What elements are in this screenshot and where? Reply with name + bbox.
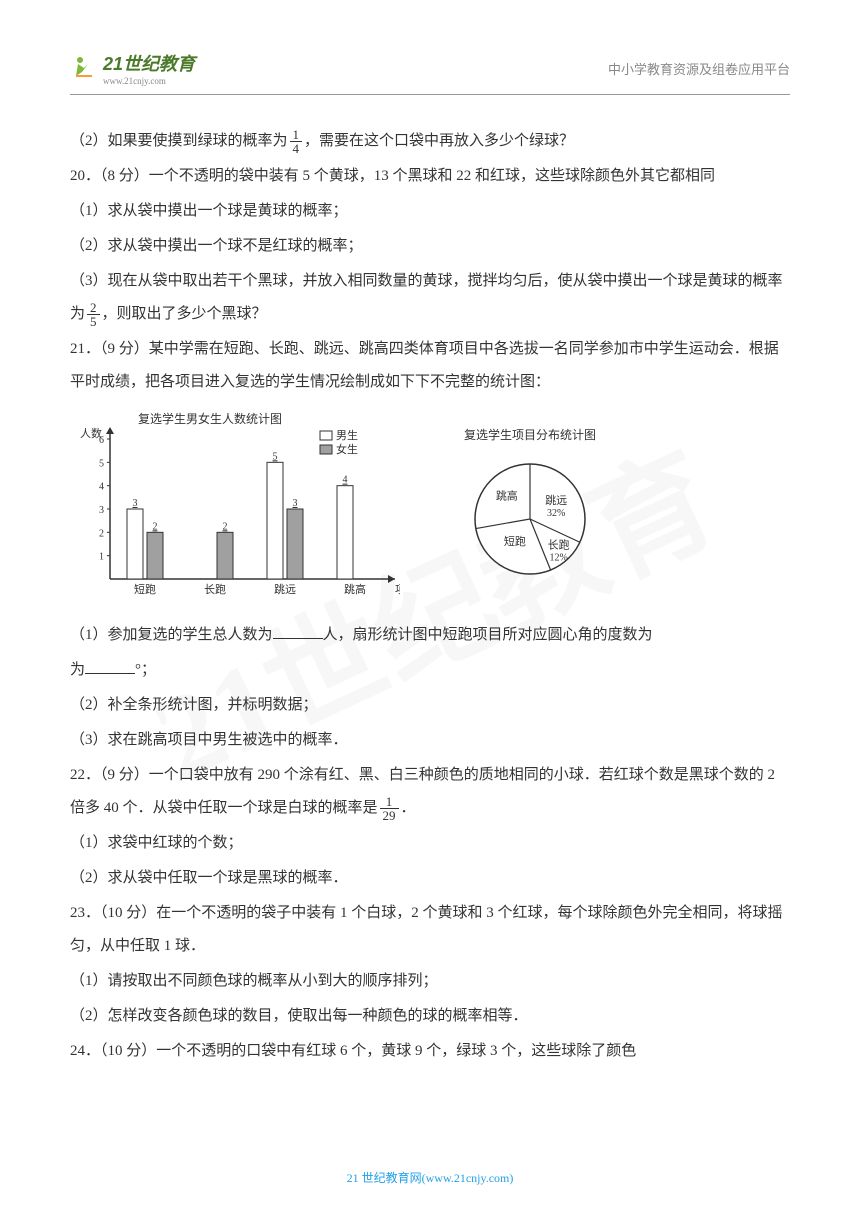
logo-url: www.21cnjy.com [103,76,195,86]
denominator: 4 [290,142,303,155]
svg-text:32%: 32% [547,508,565,519]
svg-text:6: 6 [99,435,104,446]
svg-text:3: 3 [133,498,138,509]
text: 人，扇形统计图中短跑项目所对应圆心角的度数为 [323,627,653,643]
svg-text:4: 4 [99,482,104,493]
logo-icon [70,54,98,82]
svg-text:复选学生项目分布统计图: 复选学生项目分布统计图 [464,427,596,442]
q21-1: （1）参加复选的学生总人数为 人，扇形统计图中短跑项目所对应圆心角的度数为 [70,619,790,652]
svg-text:5: 5 [273,451,278,462]
svg-text:3: 3 [293,498,298,509]
text: ，则取出了多少个黑球？ [102,306,267,322]
page-header: 21世纪教育 www.21cnjy.com 中小学教育资源及组卷应用平台 [70,50,790,95]
q21-3: （3）求在跳高项目中男生被选中的概率． [70,724,790,757]
svg-text:短跑: 短跑 [134,582,156,596]
blank-input[interactable] [273,621,323,639]
bar-chart: 复选学生男女生人数统计图人数项目12345632短跑2长跑53跳远4跳高男生女生 [70,409,400,609]
logo: 21世纪教育 www.21cnjy.com [70,50,195,86]
svg-text:跳高: 跳高 [496,489,518,503]
svg-text:2: 2 [99,528,104,539]
text: 为 [70,662,85,678]
q21-2: （2）补全条形统计图，并标明数据； [70,689,790,722]
text: ，需要在这个口袋中再放入多少个绿球？ [304,133,574,149]
denominator: 29 [380,809,399,822]
svg-text:1: 1 [99,552,104,563]
numerator: 2 [87,301,100,315]
text: （1）参加复选的学生总人数为 [70,627,273,643]
svg-text:跳远: 跳远 [545,493,567,507]
blank-input[interactable] [85,656,135,674]
q21-1b: 为 °； [70,654,790,687]
pie-chart: 复选学生项目分布统计图跳远32% 长跑12% 短跑 跳高 [430,419,630,599]
fraction: 129 [380,795,399,822]
q23-2: （2）怎样改变各颜色球的数目，使取出每一种颜色的球的概率相等． [70,1000,790,1033]
text: （2）如果要使摸到绿球的概率为 [70,133,288,149]
svg-text:复选学生男女生人数统计图: 复选学生男女生人数统计图 [138,411,282,426]
svg-text:2: 2 [153,521,158,532]
svg-text:短跑: 短跑 [504,534,526,548]
q24-intro: 24．（10 分）一个不透明的口袋中有红球 6 个，黄球 9 个，绿球 3 个，… [70,1035,790,1068]
text: ． [401,800,416,816]
fraction: 25 [87,301,100,328]
svg-text:5: 5 [99,458,104,469]
q22-2: （2）求从袋中任取一个球是黑球的概率． [70,862,790,895]
svg-text:长跑: 长跑 [548,538,570,552]
document-content: （2）如果要使摸到绿球的概率为14，需要在这个口袋中再放入多少个绿球？ 20．（… [70,125,790,1068]
svg-text:2: 2 [223,521,228,532]
q20-intro: 20．（8 分）一个不透明的袋中装有 5 个黄球，13 个黑球和 22 和红球，… [70,160,790,193]
svg-text:男生: 男生 [336,428,358,442]
svg-text:长跑: 长跑 [204,582,226,596]
numerator: 1 [380,795,399,809]
q23-intro: 23．（10 分）在一个不透明的袋子中装有 1 个白球，2 个黄球和 3 个红球… [70,897,790,963]
q20-1: （1）求从袋中摸出一个球是黄球的概率； [70,195,790,228]
svg-text:项目: 项目 [395,583,400,596]
q23-1: （1）请按取出不同颜色球的概率从小到大的顺序排列； [70,965,790,998]
denominator: 5 [87,315,100,328]
q19-2: （2）如果要使摸到绿球的概率为14，需要在这个口袋中再放入多少个绿球？ [70,125,790,158]
svg-text:女生: 女生 [336,442,358,456]
q20-3: （3）现在从袋中取出若干个黑球，并放入相同数量的黄球，搅拌均匀后，使从袋中摸出一… [70,265,790,331]
svg-text:跳高: 跳高 [344,582,366,596]
charts-container: 复选学生男女生人数统计图人数项目12345632短跑2长跑53跳远4跳高男生女生… [70,409,790,609]
q20-2: （2）求从袋中摸出一个球不是红球的概率； [70,230,790,263]
svg-text:跳远: 跳远 [274,582,296,596]
svg-text:3: 3 [99,505,104,516]
svg-text:12%: 12% [549,553,567,564]
q22-1: （1）求袋中红球的个数； [70,827,790,860]
q21-intro: 21．（9 分）某中学需在短跑、长跑、跳远、跳高四类体育项目中各选拔一名同学参加… [70,333,790,399]
header-subtitle: 中小学教育资源及组卷应用平台 [608,59,790,78]
page-footer: 21 世纪教育网(www.21cnjy.com) [0,1169,860,1186]
fraction: 14 [290,128,303,155]
text: °； [135,662,156,678]
numerator: 1 [290,128,303,142]
text: 22．（9 分）一个口袋中放有 290 个涂有红、黑、白三种颜色的质地相同的小球… [70,767,775,816]
svg-text:4: 4 [343,475,348,486]
logo-text: 21世纪教育 [103,54,195,74]
q22-intro: 22．（9 分）一个口袋中放有 290 个涂有红、黑、白三种颜色的质地相同的小球… [70,759,790,825]
